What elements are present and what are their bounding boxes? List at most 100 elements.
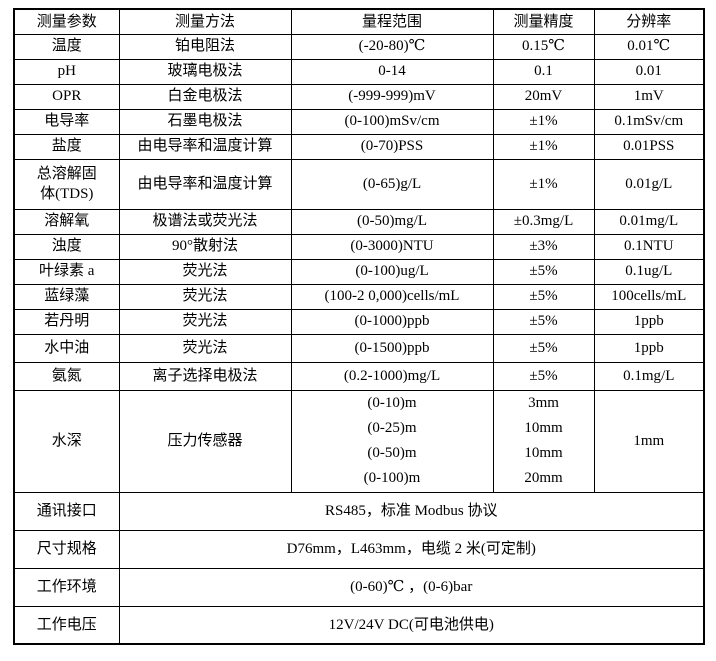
cell-param: 蓝绿藻 [13,283,120,310]
cell-resolution: 0.01g/L [593,158,705,210]
cell-footer-label: 尺寸规格 [13,529,120,569]
cell-param: 电导率 [13,108,120,135]
cell-method: 荧光法 [118,258,292,285]
cell-method: 白金电极法 [118,83,292,110]
column-header-accuracy: 测量精度 [492,8,595,35]
cell-range: 0-14 [290,58,494,85]
cell-param: 若丹明 [13,308,120,335]
cell-accuracy: ±1% [492,158,595,210]
cell-accuracy: ±5% [492,361,595,391]
cell-accuracy: ±5% [492,283,595,310]
cell-footer-value: 12V/24V DC(可电池供电) [118,605,705,645]
cell-range: (0-65)g/L [290,158,494,210]
table-row-dissolved-oxygen: 溶解氧 极谱法或荧光法 (0-50)mg/L ±0.3mg/L 0.01mg/L [13,208,705,235]
cell-accuracy: 3mm 10mm 10mm 20mm [492,389,595,493]
cell-param: 盐度 [13,133,120,160]
column-header-param: 测量参数 [13,8,120,35]
cell-accuracy: ±1% [492,108,595,135]
cell-footer-label: 工作电压 [13,605,120,645]
cell-accuracy: 0.15℃ [492,33,595,60]
table-row-conductivity: 电导率 石墨电极法 (0-100)mSv/cm ±1% 0.1mSv/cm [13,108,705,135]
cell-method: 荧光法 [118,308,292,335]
table-row-water-depth: 水深 压力传感器 (0-10)m (0-25)m (0-50)m (0-100)… [13,389,705,493]
cell-param: 总溶解固 体(TDS) [13,158,120,210]
cell-accuracy: ±3% [492,233,595,260]
cell-range: (0-1500)ppb [290,333,494,363]
cell-resolution: 0.1ug/L [593,258,705,285]
column-header-method: 测量方法 [118,8,292,35]
table-row-turbidity: 浊度 90°散射法 (0-3000)NTU ±3% 0.1NTU [13,233,705,260]
cell-range: (100-2 0,000)cells/mL [290,283,494,310]
cell-range: (0-50)mg/L [290,208,494,235]
cell-resolution: 1mV [593,83,705,110]
cell-accuracy: ±1% [492,133,595,160]
cell-range: (0-3000)NTU [290,233,494,260]
table-row-salinity: 盐度 由电导率和温度计算 (0-70)PSS ±1% 0.01PSS [13,133,705,160]
cell-resolution: 0.1NTU [593,233,705,260]
cell-resolution: 0.01℃ [593,33,705,60]
cell-method: 玻璃电极法 [118,58,292,85]
table-row-operating-voltage: 工作电压 12V/24V DC(可电池供电) [13,605,705,645]
table-row-oil-in-water: 水中油 荧光法 (0-1500)ppb ±5% 1ppb [13,333,705,363]
spec-table: 测量参数 测量方法 量程范围 测量精度 分辨率 温度 铂电阻法 (-20-80)… [13,8,705,645]
cell-resolution: 1mm [593,389,705,493]
column-header-range: 量程范围 [290,8,494,35]
table-row-rhodamine: 若丹明 荧光法 (0-1000)ppb ±5% 1ppb [13,308,705,335]
cell-param: 叶绿素 a [13,258,120,285]
cell-footer-value: (0-60)℃ ，(0-6)bar [118,567,705,607]
cell-resolution: 1ppb [593,333,705,363]
table-row-tds: 总溶解固 体(TDS) 由电导率和温度计算 (0-65)g/L ±1% 0.01… [13,158,705,210]
table-row-chlorophyll-a: 叶绿素 a 荧光法 (0-100)ug/L ±5% 0.1ug/L [13,258,705,285]
cell-method: 离子选择电极法 [118,361,292,391]
cell-accuracy: ±5% [492,333,595,363]
cell-range: (-20-80)℃ [290,33,494,60]
cell-resolution: 0.01PSS [593,133,705,160]
cell-param: OPR [13,83,120,110]
cell-footer-value: RS485，标准 Modbus 协议 [118,491,705,531]
cell-method: 石墨电极法 [118,108,292,135]
cell-resolution: 0.1mSv/cm [593,108,705,135]
cell-range: (0-1000)ppb [290,308,494,335]
table-row-temperature: 温度 铂电阻法 (-20-80)℃ 0.15℃ 0.01℃ [13,33,705,60]
cell-resolution: 1ppb [593,308,705,335]
table-row-operating-environment: 工作环境 (0-60)℃ ，(0-6)bar [13,567,705,607]
cell-method: 荧光法 [118,333,292,363]
cell-accuracy: ±5% [492,258,595,285]
spec-table-container: 测量参数 测量方法 量程范围 测量精度 分辨率 温度 铂电阻法 (-20-80)… [13,8,705,645]
cell-method: 压力传感器 [118,389,292,493]
table-row-ammonia-nitrogen: 氨氮 离子选择电极法 (0.2-1000)mg/L ±5% 0.1mg/L [13,361,705,391]
cell-footer-label: 通讯接口 [13,491,120,531]
cell-range: (0-10)m (0-25)m (0-50)m (0-100)m [290,389,494,493]
cell-range: (0-100)mSv/cm [290,108,494,135]
cell-param: pH [13,58,120,85]
table-row-blue-green-algae: 蓝绿藻 荧光法 (100-2 0,000)cells/mL ±5% 100cel… [13,283,705,310]
cell-method: 由电导率和温度计算 [118,133,292,160]
cell-param: 水中油 [13,333,120,363]
table-row-dimensions: 尺寸规格 D76mm，L463mm，电缆 2 米(可定制) [13,529,705,569]
cell-resolution: 0.01 [593,58,705,85]
cell-param: 温度 [13,33,120,60]
cell-method: 由电导率和温度计算 [118,158,292,210]
cell-accuracy: 20mV [492,83,595,110]
cell-resolution: 0.1mg/L [593,361,705,391]
cell-param: 水深 [13,389,120,493]
table-row-ph: pH 玻璃电极法 0-14 0.1 0.01 [13,58,705,85]
cell-resolution: 0.01mg/L [593,208,705,235]
table-row-communication-interface: 通讯接口 RS485，标准 Modbus 协议 [13,491,705,531]
cell-accuracy: ±0.3mg/L [492,208,595,235]
table-row-opr: OPR 白金电极法 (-999-999)mV 20mV 1mV [13,83,705,110]
cell-resolution: 100cells/mL [593,283,705,310]
cell-method: 极谱法或荧光法 [118,208,292,235]
cell-method: 铂电阻法 [118,33,292,60]
cell-range: (0.2-1000)mg/L [290,361,494,391]
cell-accuracy: ±5% [492,308,595,335]
cell-param: 氨氮 [13,361,120,391]
cell-footer-label: 工作环境 [13,567,120,607]
cell-range: (0-100)ug/L [290,258,494,285]
cell-param: 浊度 [13,233,120,260]
cell-range: (-999-999)mV [290,83,494,110]
cell-param: 溶解氧 [13,208,120,235]
cell-range: (0-70)PSS [290,133,494,160]
cell-footer-value: D76mm，L463mm，电缆 2 米(可定制) [118,529,705,569]
